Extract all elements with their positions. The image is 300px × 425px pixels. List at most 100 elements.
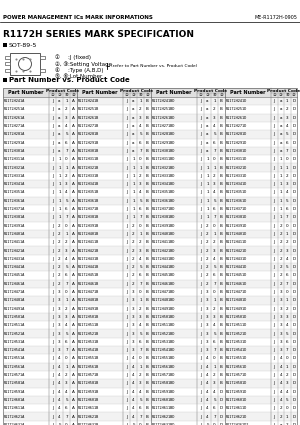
Text: B: B [146,132,149,136]
Text: R1172H271B: R1172H271B [78,124,99,128]
Text: 1: 1 [213,298,216,302]
Text: B: B [146,282,149,286]
Text: J: J [52,240,53,244]
Text: R1172H371D: R1172H371D [226,207,247,211]
Text: 2: 2 [206,273,209,278]
Bar [225,155,297,163]
Text: J: J [200,240,201,244]
Text: 7: 7 [65,282,68,286]
Text: R1172H281B: R1172H281B [78,132,99,136]
Text: D: D [292,199,295,203]
Text: 1: 1 [206,199,209,203]
Text: R1172H481D: R1172H481D [226,298,247,302]
Text: D: D [292,273,295,278]
Bar [225,172,297,180]
Bar [77,230,151,238]
Text: 7: 7 [286,348,289,352]
Bar [5,62,10,65]
Text: 4: 4 [213,124,216,128]
Text: D: D [292,149,295,153]
Text: J: J [126,414,127,419]
Text: 7: 7 [213,149,216,153]
Text: 6: 6 [213,141,216,145]
Text: R1172H321D: R1172H321D [226,166,247,170]
Text: J: J [200,323,201,327]
Text: J: J [274,141,275,145]
Bar [3,396,77,404]
Text: 0: 0 [286,290,289,294]
Text: A: A [72,215,75,219]
Text: 1: 1 [139,232,142,236]
Bar [225,97,297,105]
Text: 1: 1 [139,99,142,103]
Text: SOT-89-5: SOT-89-5 [9,42,38,48]
Text: (refer to Part Number vs. Product Code): (refer to Part Number vs. Product Code) [111,64,197,68]
Text: J: J [274,207,275,211]
Text: R1172H581BD: R1172H581BD [152,381,175,385]
Text: R1172H521D: R1172H521D [226,332,247,336]
Text: 2: 2 [58,232,61,236]
Text: 0: 0 [213,357,216,360]
Text: R1172H261A: R1172H261A [4,116,25,120]
Bar [3,163,77,172]
Text: 3: 3 [279,340,282,344]
Text: R1172H251A: R1172H251A [4,108,25,111]
Text: 1: 1 [280,182,282,186]
Text: A: A [72,141,75,145]
Text: a: a [132,99,135,103]
Text: 1: 1 [139,365,142,369]
Text: A: A [72,414,75,419]
Text: J: J [274,215,275,219]
Text: J: J [274,332,275,336]
Bar [3,197,77,205]
Text: R1172H251BD: R1172H251BD [152,108,175,111]
Bar [225,205,297,213]
Text: R1172H451D: R1172H451D [226,273,247,278]
Text: 3: 3 [286,182,289,186]
Text: 1: 1 [58,157,61,161]
Bar [151,172,225,180]
Text: a: a [58,99,61,103]
Text: 4: 4 [132,373,135,377]
Text: 2: 2 [132,249,135,252]
Text: a: a [206,132,209,136]
Text: J: J [274,257,275,261]
Text: R1172H441BD: R1172H441BD [152,265,175,269]
Bar [225,122,297,130]
Text: R1172H291D: R1172H291D [226,141,247,145]
Text: 4: 4 [213,257,216,261]
Text: J: J [52,307,53,311]
Text: B: B [220,257,223,261]
Text: 2: 2 [213,240,216,244]
Text: 4: 4 [58,414,61,419]
Bar [3,421,77,425]
Bar [77,412,151,421]
Text: 4: 4 [139,124,142,128]
Bar [3,263,77,271]
Text: J: J [274,190,275,195]
Text: R1172H451B: R1172H451B [78,273,99,278]
Text: R1172H361BD: R1172H361BD [152,199,175,203]
Bar [5,56,10,59]
Text: 1: 1 [280,166,282,170]
Text: J: J [52,365,53,369]
Text: A: A [72,190,75,195]
Text: J: J [52,232,53,236]
Text: A: A [72,207,75,211]
Text: 1: 1 [58,215,61,219]
Bar [151,280,225,288]
Bar [77,213,151,221]
Text: a: a [206,141,209,145]
Text: B: B [220,182,223,186]
Text: R1172H461B: R1172H461B [78,282,99,286]
Text: a: a [280,108,282,111]
Text: D: D [292,398,295,402]
Text: 4: 4 [280,373,282,377]
Text: 3: 3 [65,315,68,319]
Text: D: D [292,99,295,103]
Text: R1172H611BD: R1172H611BD [152,406,175,410]
Bar [225,113,297,122]
Text: B: B [146,398,149,402]
Text: 3: 3 [58,323,61,327]
Text: J: J [52,99,53,103]
